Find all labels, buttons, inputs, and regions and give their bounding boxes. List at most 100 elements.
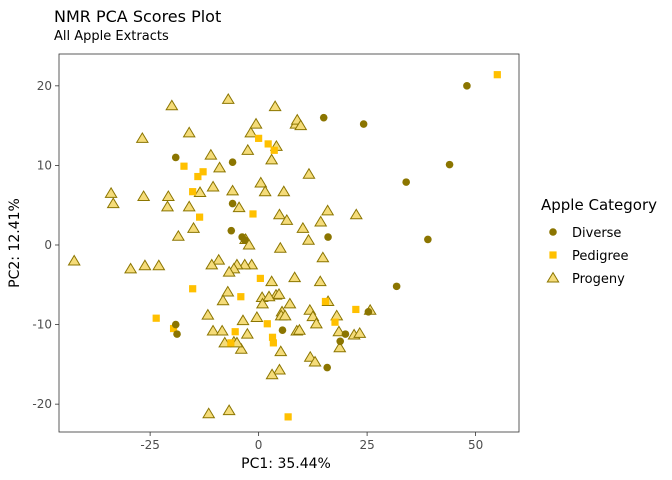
progeny-point <box>160 200 175 212</box>
progeny-point <box>212 253 226 265</box>
diverse-point <box>445 160 454 169</box>
progeny-point <box>193 186 207 198</box>
progeny-point <box>206 324 220 336</box>
progeny-point <box>182 200 196 212</box>
progeny-point <box>124 262 138 274</box>
diverse-point <box>227 226 236 235</box>
progeny-point <box>333 341 347 353</box>
diverse-point <box>336 337 345 346</box>
x-tick-label: -25 <box>140 438 160 452</box>
y-tick-label: 20 <box>37 79 52 93</box>
progeny-point <box>249 117 263 129</box>
pedigree-point <box>237 293 245 301</box>
pedigree-point <box>321 297 330 306</box>
pedigree-point <box>263 320 271 328</box>
pedigree-point <box>255 134 263 142</box>
progeny-point <box>272 208 287 220</box>
diverse-point <box>323 363 331 372</box>
diverse-point <box>278 326 287 334</box>
progeny-point <box>277 185 291 197</box>
progeny-point <box>67 254 81 266</box>
y-axis: -20 -10 0 10 20 <box>32 79 59 411</box>
progeny-point <box>226 184 240 196</box>
diverse-point <box>228 199 237 208</box>
diverse-point <box>364 308 373 316</box>
progeny-point <box>255 297 270 309</box>
progeny-point <box>138 259 152 271</box>
progeny-point <box>268 100 282 112</box>
progeny-point <box>232 201 246 213</box>
scatter-points <box>67 71 501 421</box>
progeny-point <box>213 161 227 173</box>
progeny-point <box>272 363 287 375</box>
diverse-point <box>424 235 432 244</box>
progeny-point <box>182 126 196 138</box>
progeny-point <box>314 215 328 227</box>
y-tick-label: 10 <box>37 158 52 172</box>
progeny-point <box>165 99 179 111</box>
progeny-point <box>265 275 279 287</box>
progeny-point <box>221 285 235 297</box>
diverse-point <box>319 113 328 122</box>
progeny-point <box>288 271 302 283</box>
progeny-point <box>278 309 292 321</box>
diverse-point <box>359 120 368 128</box>
y-tick-label: -10 <box>32 318 52 332</box>
x-tick-label: 50 <box>468 438 483 452</box>
pedigree-point <box>189 285 197 293</box>
progeny-point <box>250 311 264 322</box>
y-tick-label: -20 <box>32 397 52 411</box>
progeny-point <box>201 308 215 320</box>
diverse-point <box>392 282 401 291</box>
pedigree-point <box>493 71 501 79</box>
progeny-point <box>306 310 320 322</box>
progeny-point <box>152 259 166 271</box>
progeny-point <box>104 186 118 198</box>
x-tick-label: 25 <box>359 438 374 452</box>
progeny-point <box>135 131 149 143</box>
progeny-point <box>244 126 258 138</box>
legend-key-pedigree <box>549 251 557 259</box>
pedigree-point <box>264 140 272 148</box>
progeny-point <box>234 342 248 354</box>
progeny-point <box>171 229 185 241</box>
diverse-point <box>171 153 180 162</box>
progeny-point <box>301 233 316 245</box>
progeny-point <box>242 238 256 250</box>
progeny-point <box>240 327 254 339</box>
progeny-point <box>215 324 229 336</box>
progeny-point <box>206 180 220 192</box>
legend-label-diverse: Diverse <box>572 226 621 241</box>
pedigree-point <box>194 172 202 181</box>
progeny-point <box>309 317 323 329</box>
legend-key-progeny <box>546 271 560 283</box>
y-tick-label: 0 <box>44 238 52 252</box>
progeny-point <box>161 190 175 201</box>
pedigree-point <box>231 328 239 336</box>
pedigree-point <box>249 210 257 218</box>
progeny-point <box>308 355 322 367</box>
progeny-point <box>353 326 367 338</box>
progeny-point <box>265 153 279 165</box>
progeny-point <box>216 294 230 306</box>
x-axis: -25 0 25 50 <box>140 432 483 452</box>
pedigree-point <box>169 324 178 333</box>
progeny-point <box>236 314 250 326</box>
chart-subtitle: All Apple Extracts <box>54 29 169 44</box>
progeny-point <box>238 258 252 270</box>
pedigree-point <box>284 413 292 421</box>
pedigree-point <box>270 146 278 154</box>
legend-title: Apple Category <box>541 196 657 214</box>
progeny-point <box>137 190 151 201</box>
progeny-point <box>316 251 330 263</box>
progeny-point <box>302 167 316 179</box>
progeny-point <box>283 297 297 309</box>
pedigree-point <box>196 213 204 221</box>
progeny-point <box>222 265 236 277</box>
pedigree-point <box>180 162 188 170</box>
pedigree-point <box>227 339 235 347</box>
progeny-point <box>221 92 235 104</box>
y-axis-title: PC2: 12.41% <box>7 198 23 288</box>
progeny-point <box>186 221 201 233</box>
legend-key-diverse <box>549 228 557 236</box>
